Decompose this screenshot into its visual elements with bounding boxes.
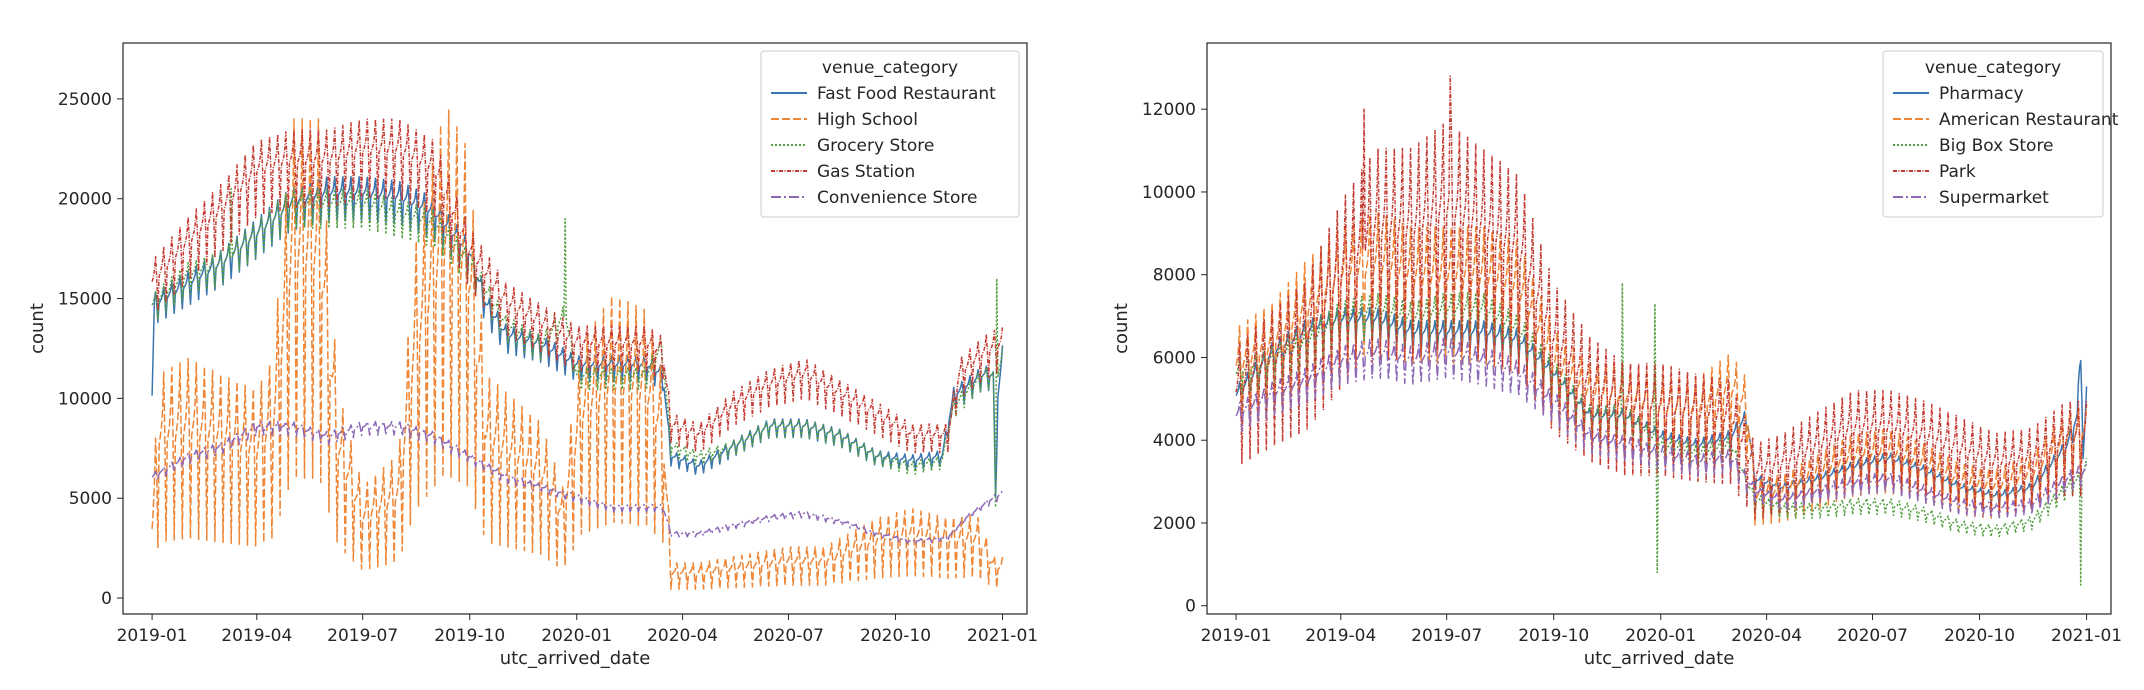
chart-left-legend-label: Gas Station xyxy=(817,162,915,182)
chart-right-y-tick-label: 0 xyxy=(1185,597,1196,617)
chart-left-legend-label: Fast Food Restaurant xyxy=(817,84,996,104)
chart-left-x-ticks: 2019-01 2019-04 2019-07 2019-10 2020-01 2020-… xyxy=(117,614,1038,646)
chart-left-x-tick-label: 2019-10 xyxy=(434,626,505,646)
chart-left-legend-title: venue_category xyxy=(822,58,958,78)
chart-left-x-tick-label: 2019-01 xyxy=(117,626,188,646)
chart-right-series-line xyxy=(1235,337,2088,519)
chart-right-legend-box xyxy=(1882,50,2104,218)
chart-right-legend-label: Supermarket xyxy=(1939,188,2049,208)
chart-right-legend: venue_category Pharmacy American Restaura… xyxy=(1882,50,2119,218)
chart-left-y-ticks: 0 5000 10000 15000 20000 25000 xyxy=(58,90,123,609)
chart-right-legend-entries: Pharmacy American Restaurant Big Box Store… xyxy=(1893,84,2119,208)
chart-right-x-tick-label: 2020-07 xyxy=(1837,626,1908,646)
chart-left-legend: venue_category Fast Food Restaurant High … xyxy=(760,50,1020,218)
chart-left-x-axis-label: utc_arrived_date xyxy=(500,648,651,669)
chart-right-x-tick-label: 2020-01 xyxy=(1625,626,1696,646)
chart-right-series xyxy=(1235,75,2088,586)
chart-left: 2019-01 2019-04 2019-07 2019-10 2020-01 2020-… xyxy=(27,42,1038,669)
chart-right-y-tick-label: 2000 xyxy=(1153,514,1196,534)
chart-right-legend-title: venue_category xyxy=(1925,58,2061,78)
chart-right-series-line xyxy=(1235,306,2088,505)
chart-right-x-tick-label: 2019-10 xyxy=(1518,626,1589,646)
chart-left-legend-label: High School xyxy=(817,110,918,130)
chart-right-x-tick-label: 2019-01 xyxy=(1201,626,1272,646)
chart-left-y-axis-label: count xyxy=(27,303,48,354)
chart-left-y-tick-label: 10000 xyxy=(58,389,112,409)
chart-right-series-line xyxy=(1235,75,2088,520)
chart-right-x-tick-label: 2019-07 xyxy=(1411,626,1482,646)
chart-left-x-tick-label: 2019-07 xyxy=(327,626,398,646)
chart-left-x-tick-label: 2021-01 xyxy=(967,626,1038,646)
chart-right-x-tick-label: 2019-04 xyxy=(1305,626,1376,646)
chart-right-y-tick-label: 6000 xyxy=(1153,348,1196,368)
chart-left-legend-label: Convenience Store xyxy=(817,188,977,208)
chart-right-x-tick-label: 2020-10 xyxy=(1944,626,2015,646)
chart-right-legend-label: Big Box Store xyxy=(1939,136,2054,156)
chart-left-x-tick-label: 2020-07 xyxy=(753,626,824,646)
chart-left-series xyxy=(151,109,1004,590)
chart-left-series-line xyxy=(151,118,1004,454)
chart-right-x-tick-label: 2020-04 xyxy=(1731,626,1802,646)
chart-right-series-line xyxy=(1235,212,2088,526)
chart-left-legend-label: Grocery Store xyxy=(817,136,934,156)
chart-left-x-tick-label: 2020-01 xyxy=(541,626,612,646)
chart-left-y-tick-label: 0 xyxy=(101,589,112,609)
chart-left-y-tick-label: 15000 xyxy=(58,290,112,310)
chart-right-y-tick-label: 4000 xyxy=(1153,431,1196,451)
chart-left-y-tick-label: 25000 xyxy=(58,90,112,110)
chart-left-series-line xyxy=(151,176,1004,498)
chart-right-series-line xyxy=(1235,282,2088,586)
chart-right-legend-label: Pharmacy xyxy=(1939,84,2024,104)
chart-right-legend-label: Park xyxy=(1939,162,1976,182)
chart-right-x-axis-label: utc_arrived_date xyxy=(1584,648,1735,669)
chart-left-x-tick-label: 2020-04 xyxy=(647,626,718,646)
chart-right-y-tick-label: 8000 xyxy=(1153,266,1196,286)
chart-right-legend-label: American Restaurant xyxy=(1939,110,2119,130)
chart-left-y-tick-label: 5000 xyxy=(69,489,112,509)
chart-left-x-tick-label: 2019-04 xyxy=(221,626,292,646)
chart-left-legend-entries: Fast Food Restaurant High School Grocery S… xyxy=(771,84,996,208)
chart-right-y-ticks: 0 2000 4000 6000 8000 10000 12000 xyxy=(1142,100,1207,617)
chart-right-y-tick-label: 12000 xyxy=(1142,100,1196,120)
chart-left-x-tick-label: 2020-10 xyxy=(860,626,931,646)
chart-right-y-axis-label: count xyxy=(1111,303,1132,354)
chart-right-x-ticks: 2019-01 2019-04 2019-07 2019-10 2020-01 2020-… xyxy=(1201,614,2122,646)
chart-right-y-tick-label: 10000 xyxy=(1142,183,1196,203)
chart-right: 2019-01 2019-04 2019-07 2019-10 2020-01 2020-… xyxy=(1111,42,2122,669)
chart-right-x-tick-label: 2021-01 xyxy=(2051,626,2122,646)
chart-right-axes-frame xyxy=(1206,42,2112,615)
chart-left-axes-frame xyxy=(122,42,1028,615)
chart-left-y-tick-label: 20000 xyxy=(58,190,112,210)
chart-left-series-line xyxy=(151,420,1004,545)
chart-left-legend-box xyxy=(760,50,1020,218)
